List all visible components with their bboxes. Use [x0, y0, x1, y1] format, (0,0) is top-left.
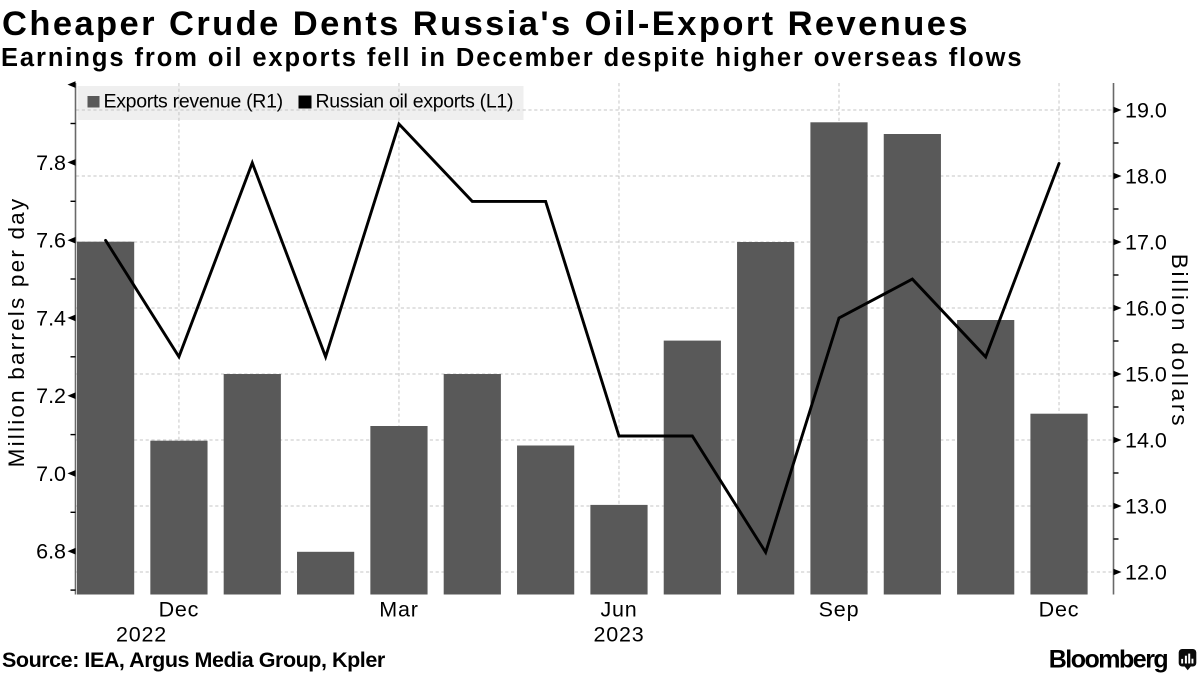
- svg-text:2022: 2022: [116, 623, 167, 647]
- svg-text:Exports revenue (R1): Exports revenue (R1): [104, 91, 283, 113]
- svg-text:Source: IEA, Argus Media Group: Source: IEA, Argus Media Group, Kpler: [2, 648, 386, 672]
- svg-text:Jun: Jun: [600, 598, 637, 622]
- svg-text:7.4: 7.4: [36, 306, 66, 330]
- svg-text:7.8: 7.8: [36, 151, 66, 175]
- svg-text:16.0: 16.0: [1125, 297, 1167, 321]
- svg-text:15.0: 15.0: [1125, 363, 1167, 387]
- svg-text:Billion dollars: Billion dollars: [1167, 254, 1192, 429]
- svg-text:Dec: Dec: [159, 598, 200, 622]
- svg-text:6.8: 6.8: [36, 540, 66, 564]
- svg-text:7.0: 7.0: [36, 462, 66, 486]
- svg-text:13.0: 13.0: [1125, 495, 1167, 519]
- svg-text:17.0: 17.0: [1125, 231, 1167, 255]
- svg-text:Dec: Dec: [1039, 598, 1080, 622]
- svg-text:2023: 2023: [593, 623, 644, 647]
- svg-text:12.0: 12.0: [1125, 561, 1167, 585]
- svg-text:Cheaper Crude Dents Russia's O: Cheaper Crude Dents Russia's Oil-Export …: [2, 5, 970, 43]
- svg-text:Sep: Sep: [819, 598, 860, 622]
- svg-text:Russian oil exports (L1): Russian oil exports (L1): [316, 91, 514, 113]
- svg-text:14.0: 14.0: [1125, 429, 1167, 453]
- svg-text:7.2: 7.2: [36, 384, 66, 408]
- svg-text:Bloomberg: Bloomberg: [1049, 646, 1168, 674]
- svg-text:Million barrels per day: Million barrels per day: [4, 197, 29, 468]
- svg-text:18.0: 18.0: [1125, 165, 1167, 189]
- svg-text:7.6: 7.6: [36, 229, 66, 253]
- svg-text:Mar: Mar: [379, 598, 418, 622]
- svg-text:Earnings from oil exports fell: Earnings from oil exports fell in Decemb…: [1, 44, 1024, 72]
- svg-text:19.0: 19.0: [1125, 99, 1167, 123]
